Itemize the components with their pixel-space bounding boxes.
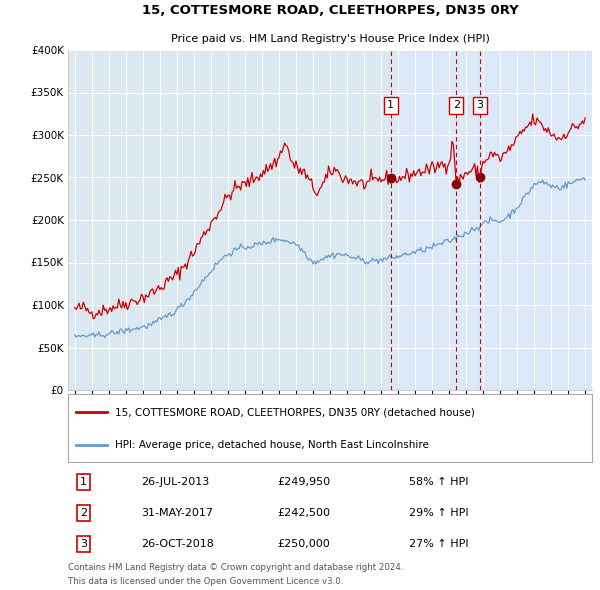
Text: £250,000: £250,000 xyxy=(278,539,331,549)
Text: This data is licensed under the Open Government Licence v3.0.: This data is licensed under the Open Gov… xyxy=(68,577,343,586)
Text: 15, COTTESMORE ROAD, CLEETHORPES, DN35 0RY (detached house): 15, COTTESMORE ROAD, CLEETHORPES, DN35 0… xyxy=(115,407,475,417)
Text: 2: 2 xyxy=(80,508,87,518)
Text: £249,950: £249,950 xyxy=(278,477,331,487)
Text: 26-JUL-2013: 26-JUL-2013 xyxy=(142,477,209,487)
Text: 15, COTTESMORE ROAD, CLEETHORPES, DN35 0RY: 15, COTTESMORE ROAD, CLEETHORPES, DN35 0… xyxy=(142,5,518,18)
Text: 1: 1 xyxy=(80,477,87,487)
Text: Contains HM Land Registry data © Crown copyright and database right 2024.: Contains HM Land Registry data © Crown c… xyxy=(68,563,404,572)
Text: 31-MAY-2017: 31-MAY-2017 xyxy=(142,508,214,518)
Text: 3: 3 xyxy=(476,100,484,110)
Text: 1: 1 xyxy=(387,100,394,110)
Bar xyxy=(391,50,592,390)
Text: 27% ↑ HPI: 27% ↑ HPI xyxy=(409,539,468,549)
Text: Price paid vs. HM Land Registry's House Price Index (HPI): Price paid vs. HM Land Registry's House … xyxy=(170,34,490,44)
Text: 3: 3 xyxy=(80,539,87,549)
Text: 26-OCT-2018: 26-OCT-2018 xyxy=(142,539,214,549)
Text: 2: 2 xyxy=(452,100,460,110)
Text: £242,500: £242,500 xyxy=(278,508,331,518)
Text: 29% ↑ HPI: 29% ↑ HPI xyxy=(409,508,468,518)
Text: HPI: Average price, detached house, North East Lincolnshire: HPI: Average price, detached house, Nort… xyxy=(115,440,429,450)
Text: 58% ↑ HPI: 58% ↑ HPI xyxy=(409,477,468,487)
